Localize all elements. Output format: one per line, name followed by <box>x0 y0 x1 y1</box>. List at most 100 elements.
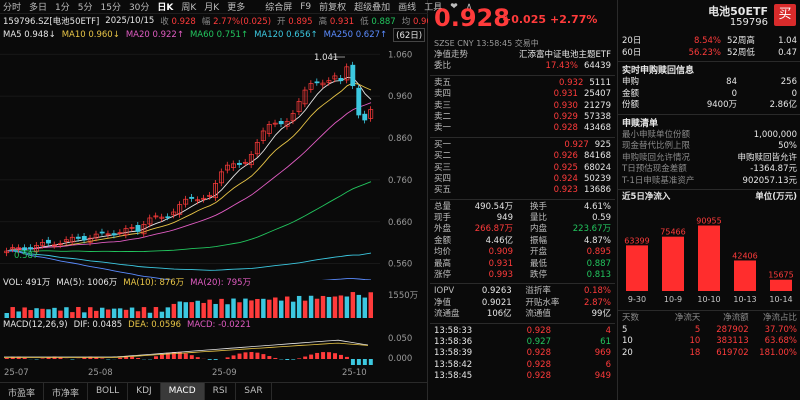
volume-bar <box>350 292 356 318</box>
volume-bar <box>302 300 308 318</box>
return-20d-row: 20日 8.54% 52周高 1.04 <box>622 36 797 46</box>
order-volume: 21279 <box>583 100 611 111</box>
indicator-tab[interactable]: KDJ <box>128 383 161 400</box>
timeframe-tab[interactable]: 15分 <box>100 3 121 13</box>
low-value: 0.887 <box>371 17 396 27</box>
timeframe-tab[interactable]: 综合屏 <box>265 3 293 13</box>
date-axis: 25-07 25-08 25-09 25-10 <box>0 366 380 380</box>
candle <box>332 75 338 80</box>
candle <box>159 216 165 219</box>
weibi-row: 委比 17.43% 64439 <box>434 61 611 72</box>
flow-table-header: 天数 净流天 净流额 净流占比 <box>622 313 797 323</box>
timeframe-tab[interactable]: 更多 <box>227 3 246 13</box>
volume-bar <box>201 302 206 318</box>
timeframe-tab[interactable]: 30分 <box>128 3 150 13</box>
high-value: 0.931 <box>329 17 355 27</box>
indicator-tab[interactable]: 市盈率 <box>0 383 45 400</box>
order-price: 0.931 <box>553 89 578 100</box>
volume-bar <box>40 308 45 318</box>
date-label: 25-07 <box>4 368 29 378</box>
basket-title: 申赎清单 <box>622 118 659 129</box>
indicator-tab[interactable]: SAR <box>236 383 272 400</box>
volume-bar <box>273 297 278 318</box>
ma-line <box>6 76 372 252</box>
timeframe-tab[interactable]: 多日 <box>29 3 48 13</box>
indicator-tab[interactable]: BOLL <box>88 383 129 400</box>
volume-bar <box>82 312 87 318</box>
macd-bar <box>94 357 99 359</box>
candle <box>314 81 320 84</box>
candle <box>356 87 362 116</box>
last-price: 0.928 <box>434 4 510 32</box>
period-selector[interactable]: (62日) <box>393 27 426 42</box>
inflow-value: 42406 <box>732 251 757 260</box>
timeframe-tab[interactable]: 5分 <box>77 3 93 13</box>
order-book-row: 卖一 0.928 43468 <box>430 123 615 134</box>
ma250-label: MA250 0.627↑ <box>323 29 388 40</box>
volume-bar <box>261 298 266 318</box>
order-book-row: 买四 0.924 50239 <box>430 174 615 185</box>
timeframe-tab[interactable]: ❤ <box>450 1 458 12</box>
order-price: 0.927 <box>564 139 589 150</box>
timeframe-tab[interactable]: 1分 <box>55 3 70 13</box>
volume-bar <box>105 309 111 318</box>
volume-bar <box>171 303 177 318</box>
macd-axis-zero: 0.000 <box>388 354 412 364</box>
order-volume: 68024 <box>583 162 611 173</box>
inflow-category: 10-14 <box>769 295 792 304</box>
timeframe-tab[interactable]: F9 <box>300 1 312 12</box>
nav-row[interactable]: 净值走势 汇添富中证电池主题ETF <box>434 50 611 60</box>
candle <box>129 227 135 229</box>
order-price: 0.926 <box>553 151 578 162</box>
candle <box>87 237 93 243</box>
timeframe-tab[interactable]: ∧ <box>465 1 473 12</box>
candle <box>99 231 105 234</box>
timeframe-tab[interactable]: 分时 <box>3 3 22 13</box>
candle <box>28 247 33 250</box>
macd-bar <box>350 359 355 365</box>
subscription-row: 申购 84 256 <box>622 77 797 87</box>
candle <box>81 236 87 241</box>
order-label: 买五 <box>434 185 452 196</box>
volume-bar <box>255 298 260 318</box>
stat-row: 涨停 0.993 跌停 0.813 <box>434 270 611 281</box>
buy-button[interactable]: 买 <box>774 4 796 26</box>
macd-value: MACD: -0.0221 <box>187 320 251 330</box>
order-price: 0.924 <box>553 173 578 184</box>
candle <box>75 236 81 239</box>
timeframe-tab[interactable]: 日K <box>157 3 174 13</box>
basket-row: 现金替代比例上限 50% <box>622 141 797 151</box>
timeframe-tab[interactable]: 前复权 <box>319 3 347 13</box>
timeframe-tab[interactable]: 超级叠加 <box>354 3 391 13</box>
order-volume: 5111 <box>589 77 611 88</box>
candle <box>189 196 195 199</box>
indicator-tab[interactable]: 市净率 <box>44 383 89 400</box>
candle <box>272 122 278 125</box>
candle <box>260 130 266 141</box>
timeframe-tab[interactable]: 周K <box>181 3 197 13</box>
tick-row: 13:58:42 0.928 6 <box>434 359 611 370</box>
candle <box>4 250 10 254</box>
volume-bar <box>207 299 212 318</box>
iopv-row: 净值 0.9021 开贴水率 2.87% <box>434 297 611 308</box>
indicator-tab[interactable]: MACD <box>160 383 205 400</box>
indicator-tab[interactable]: RSI <box>205 383 237 400</box>
macd-bar <box>183 353 188 359</box>
timeframe-tab[interactable]: 画线 <box>398 3 417 13</box>
candle <box>362 113 368 121</box>
macd-bar <box>70 359 75 360</box>
candle <box>225 164 230 171</box>
timeframe-tab[interactable]: 工具 <box>424 3 443 13</box>
macd-chart: 0.050 0.000 <box>4 334 412 365</box>
flow-table-row: 20 18 619702 181.00% <box>622 347 797 358</box>
volume-bar <box>22 307 27 318</box>
order-label: 卖二 <box>434 111 452 122</box>
volume-bar <box>10 307 15 318</box>
timeframe-tab[interactable]: 月K <box>204 3 220 13</box>
inflow-bar <box>770 279 792 291</box>
order-book-row: 卖三 0.930 21279 <box>430 101 615 112</box>
macd-bar <box>285 359 290 360</box>
macd-bar <box>118 357 123 359</box>
candle <box>201 197 207 200</box>
price-axis-label: 0.560 <box>388 260 412 270</box>
